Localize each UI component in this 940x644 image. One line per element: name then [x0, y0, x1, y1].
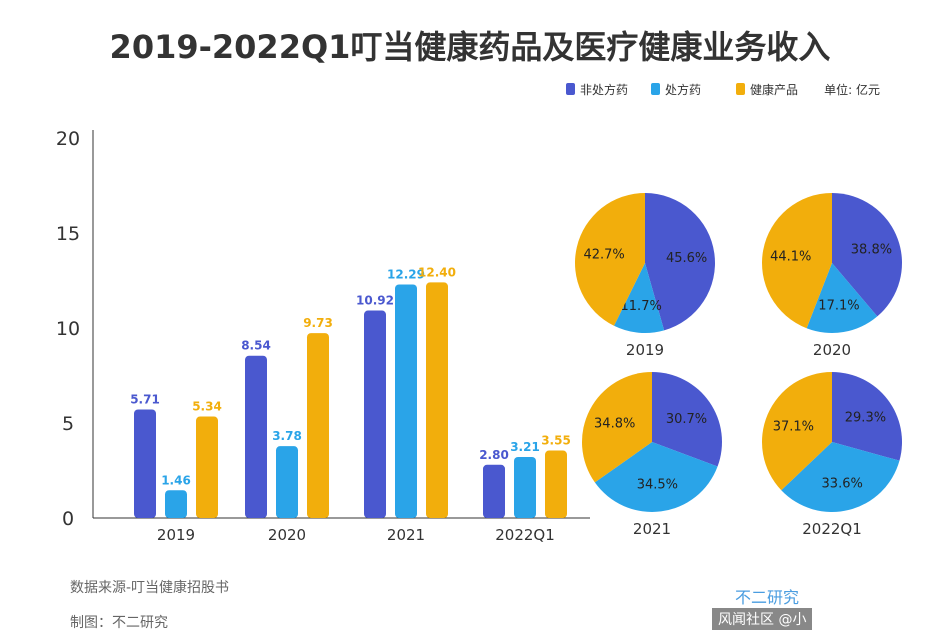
- bar-2020-2: [307, 333, 329, 518]
- pie-2019-label-0: 45.6%: [666, 251, 707, 266]
- bar-label-2021-0: 10.92: [356, 294, 394, 308]
- bar-label-2020-2: 9.73: [303, 316, 333, 330]
- bar-2020-0: [245, 355, 267, 518]
- bar-label-2020-0: 8.54: [241, 339, 271, 353]
- pie-2022Q1-label-2: 37.1%: [773, 419, 814, 434]
- bar-2021-0: [364, 310, 386, 518]
- brand-mark: 不二研究: [735, 588, 800, 607]
- watermark: 风闻社区 @小: [712, 608, 813, 630]
- bar-2022Q1-0: [483, 464, 505, 518]
- bar-label-2020-1: 3.78: [272, 429, 302, 443]
- bar-2019-0: [134, 409, 156, 518]
- bar-label-2022Q1-0: 2.80: [479, 448, 509, 462]
- y-tick-0: 0: [62, 508, 74, 530]
- legend-label-0: 非处方药: [580, 82, 628, 97]
- chart: 0 5 10 15 20 2019 5.71 1.46 5.34 2020 8.54 3.78 9.73…: [56, 82, 903, 544]
- pie-2020-label-0: 38.8%: [851, 243, 892, 258]
- x-label-2019: 2019: [157, 526, 195, 544]
- maker-note: 制图：不二研究: [70, 615, 168, 631]
- bar-2022Q1-2: [545, 450, 567, 518]
- pie-title-2021: 2021: [633, 520, 671, 538]
- pie-2022Q1-slice-1: [781, 442, 900, 512]
- bar-2019-1: [165, 490, 187, 518]
- bar-2021-2: [426, 282, 448, 518]
- pie-2020-slice-1: [806, 263, 878, 333]
- pie-2020-slice-2: [762, 193, 832, 329]
- pie-2020-label-1: 17.1%: [818, 298, 859, 313]
- pie-2022Q1-label-0: 29.3%: [845, 411, 886, 426]
- bar-2021-1: [395, 284, 417, 518]
- pie-2019-slice-0: [645, 193, 715, 331]
- x-label-2022Q1: 2022Q1: [495, 526, 555, 544]
- bar-label-2019-0: 5.71: [130, 393, 160, 407]
- pie-2022Q1-slice-0: [832, 372, 902, 461]
- pie-2021-slice-2: [582, 372, 652, 483]
- pie-2022Q1-label-1: 33.6%: [822, 477, 863, 492]
- pie-title-2019: 2019: [626, 341, 664, 359]
- chart-title: 2019-2022Q1叮当健康药品及医疗健康业务收入: [109, 28, 831, 66]
- pie-2021-label-0: 30.7%: [666, 412, 707, 427]
- legend-swatch-1: [651, 83, 660, 95]
- x-label-2020: 2020: [268, 526, 306, 544]
- legend-swatch-0: [566, 83, 575, 95]
- bar-label-2021-1: 12.29: [387, 267, 425, 281]
- bar-label-2022Q1-1: 3.21: [510, 440, 540, 454]
- y-tick-15: 15: [56, 223, 80, 245]
- bar-label-2022Q1-2: 3.55: [541, 434, 571, 448]
- pie-2021-label-1: 34.5%: [637, 478, 678, 493]
- pie-title-2022Q1: 2022Q1: [802, 520, 862, 538]
- pie-2019-label-1: 11.7%: [621, 299, 662, 314]
- pie-2019-slice-2: [575, 193, 645, 326]
- bar-label-2019-2: 5.34: [192, 400, 222, 414]
- legend-label-1: 处方药: [665, 82, 701, 97]
- y-tick-5: 5: [62, 413, 74, 435]
- legend-swatch-2: [736, 83, 745, 95]
- pie-2020-slice-0: [832, 193, 903, 317]
- y-tick-10: 10: [56, 318, 80, 340]
- bar-2020-1: [276, 446, 298, 518]
- bar-2019-2: [196, 416, 218, 518]
- y-tick-20: 20: [56, 128, 80, 150]
- pie-2021-slice-1: [594, 442, 718, 512]
- unit-label: 单位: 亿元: [824, 82, 880, 97]
- pie-2019-slice-1: [614, 263, 665, 333]
- bar-label-2021-2: 12.40: [418, 265, 456, 279]
- x-label-2021: 2021: [387, 526, 425, 544]
- pie-2020-label-2: 44.1%: [770, 249, 811, 264]
- legend-label-2: 健康产品: [750, 82, 798, 97]
- pie-2022Q1-slice-2: [762, 372, 832, 491]
- pie-title-2020: 2020: [813, 341, 851, 359]
- source-note: 数据来源-叮当健康招股书: [70, 580, 230, 596]
- pie-2019-label-2: 42.7%: [583, 247, 624, 262]
- bar-label-2019-1: 1.46: [161, 473, 191, 487]
- pie-2021-label-2: 34.8%: [594, 417, 635, 432]
- bar-2022Q1-1: [514, 457, 536, 518]
- pie-2021-slice-0: [652, 372, 722, 467]
